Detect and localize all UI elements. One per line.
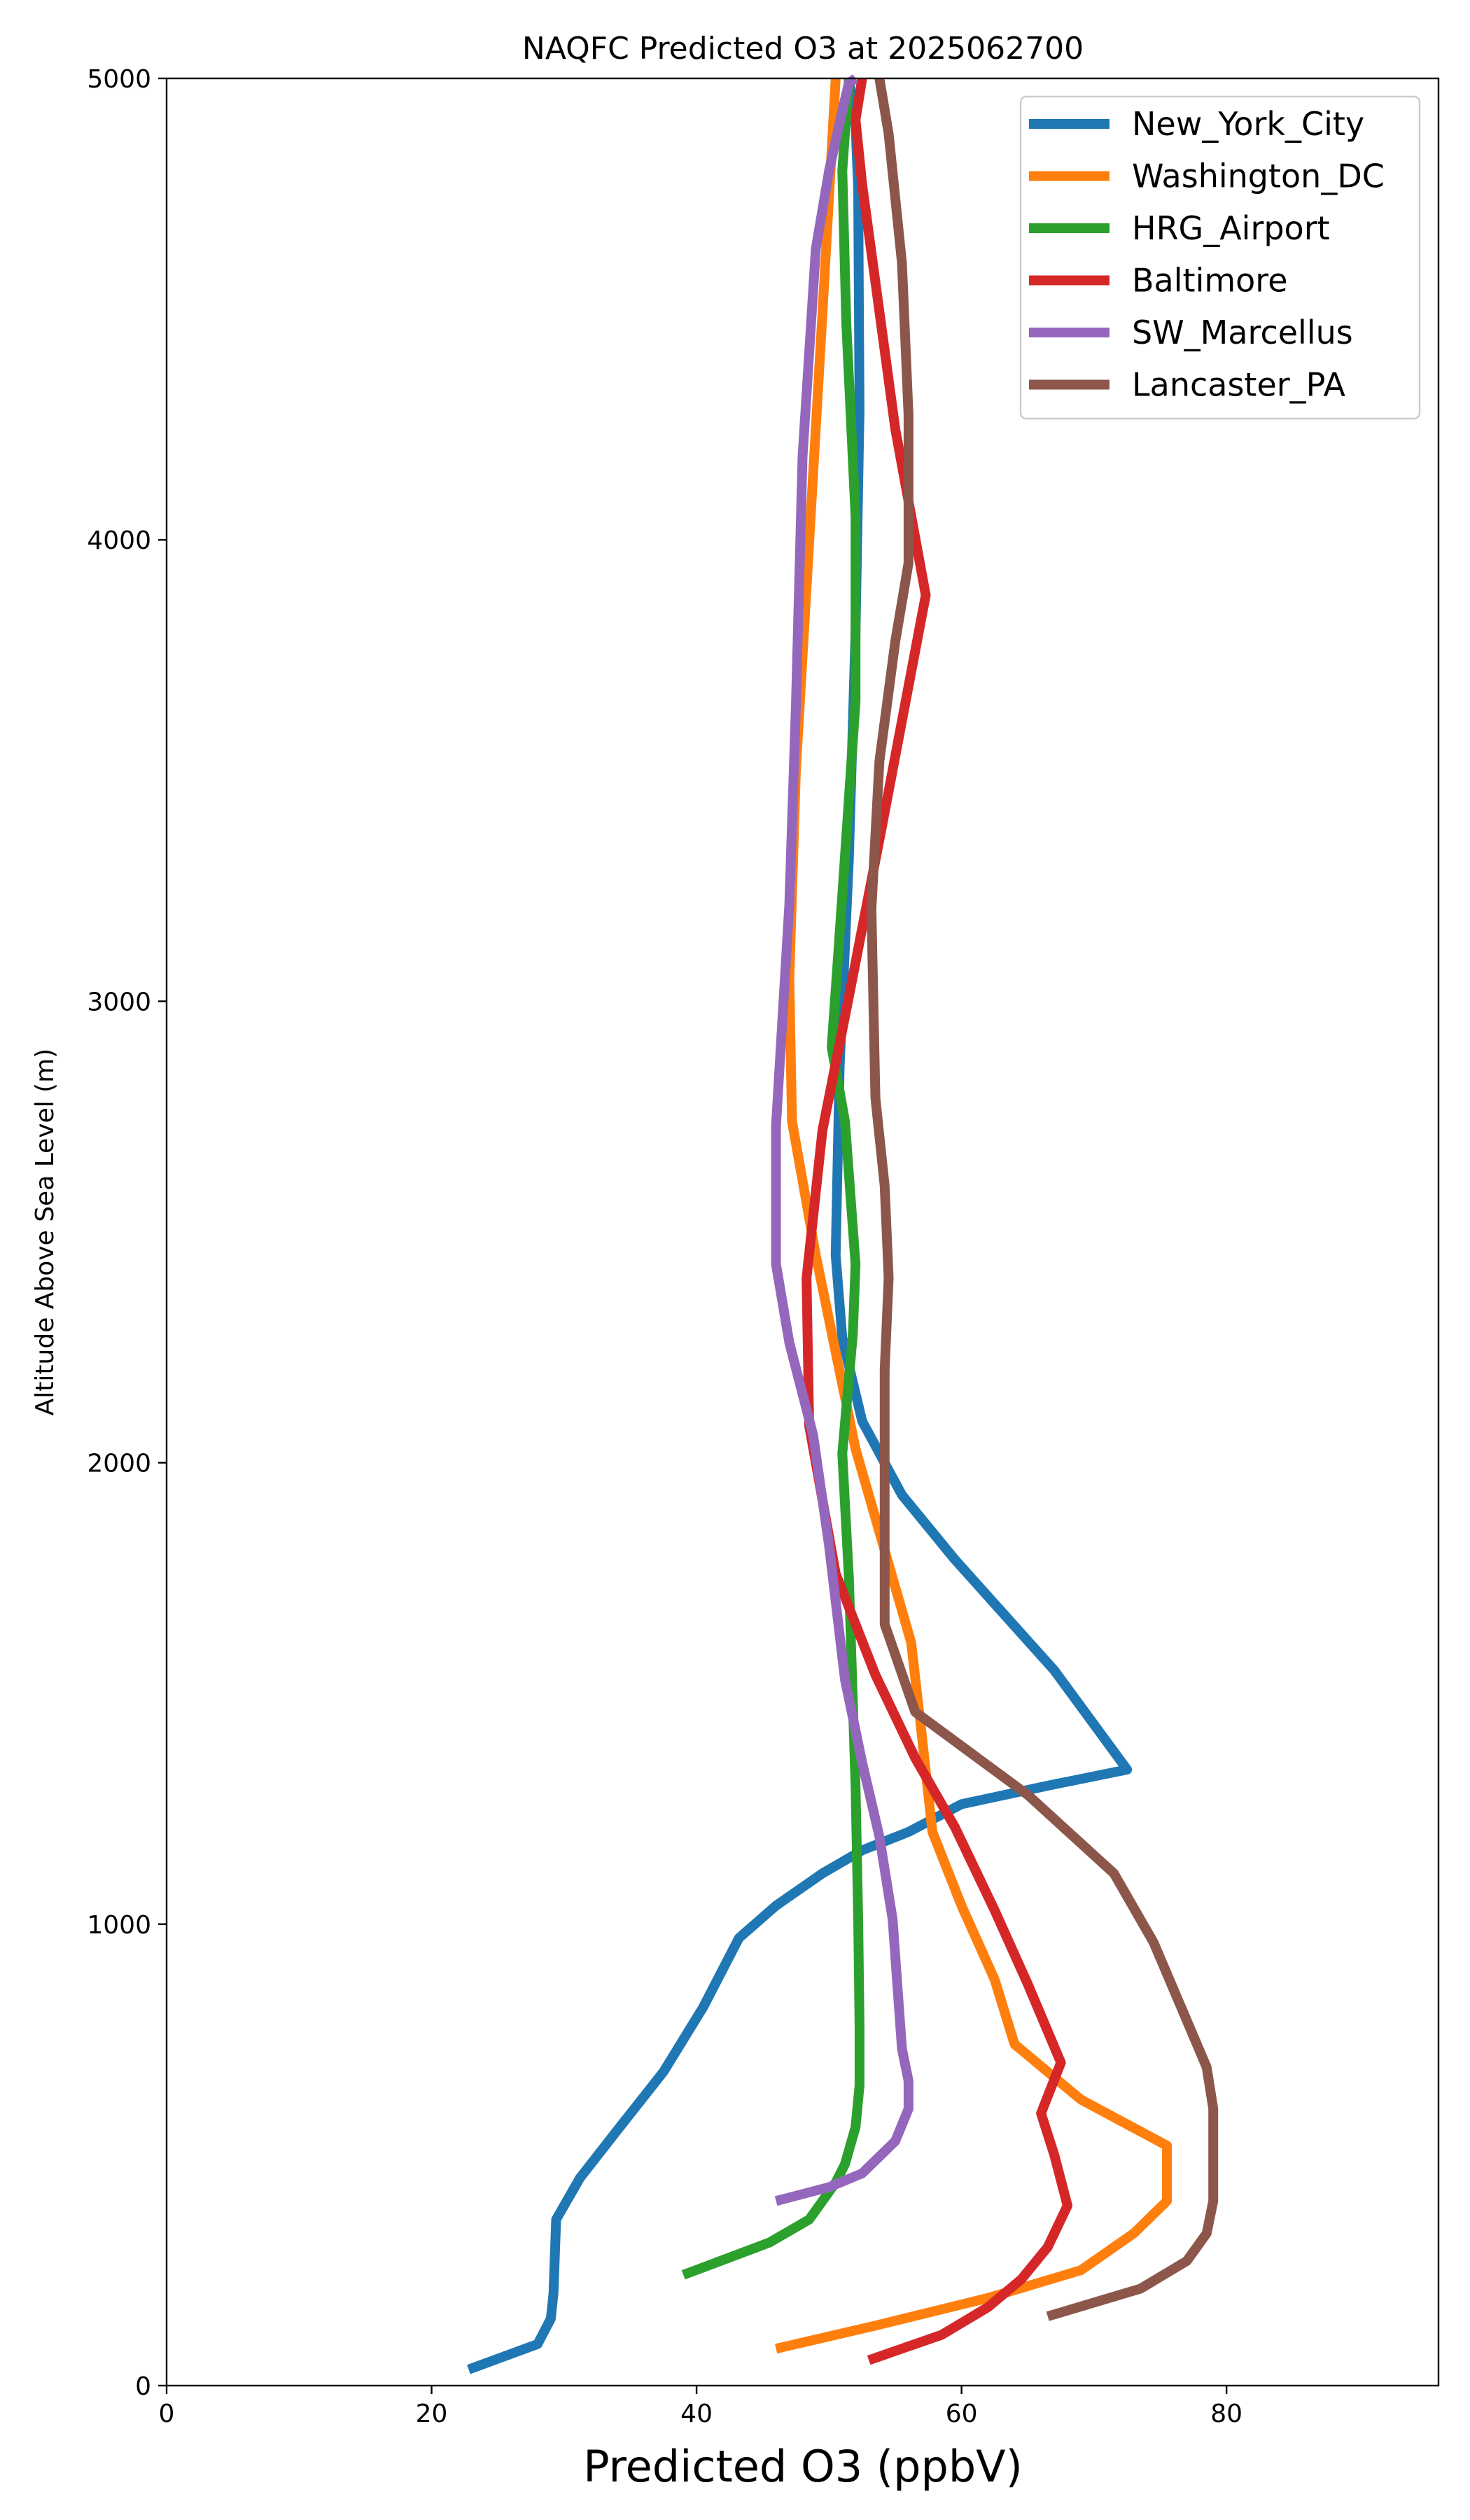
legend-label: Washington_DC bbox=[1132, 158, 1385, 195]
x-tick-label: 20 bbox=[416, 2400, 448, 2428]
series-line-baltimore bbox=[802, 77, 1072, 2365]
series-line-sw-marcellus bbox=[771, 74, 913, 2206]
x-axis-label: Predicted O3 (ppbV) bbox=[583, 2441, 1023, 2492]
legend-box bbox=[1019, 95, 1421, 420]
x-axis-ticks: 0 20 40 60 80 bbox=[159, 2386, 1242, 2428]
y-axis-ticks: 0 1000 2000 3000 4000 5000 bbox=[87, 65, 167, 2401]
y-axis-label: Altitude Above Sea Level (m) bbox=[31, 1049, 59, 1416]
legend-label: HRG_Airport bbox=[1132, 209, 1330, 247]
y-tick-label: 2000 bbox=[87, 1450, 151, 1478]
x-tick-label: 0 bbox=[159, 2400, 175, 2428]
series-layer bbox=[467, 74, 1219, 2374]
x-tick-label: 80 bbox=[1210, 2400, 1242, 2428]
y-tick-label: 0 bbox=[135, 2372, 151, 2401]
series-line-hrg-airport bbox=[681, 78, 864, 2280]
x-tick-label: 60 bbox=[946, 2400, 978, 2428]
plot-frame bbox=[165, 77, 1440, 2387]
legend-label: SW_Marcellus bbox=[1132, 314, 1353, 351]
series-line-washington-dc bbox=[775, 78, 1172, 2354]
x-tick-label: 40 bbox=[680, 2400, 713, 2428]
legend-label: New_York_City bbox=[1132, 105, 1364, 143]
y-tick-label: 3000 bbox=[87, 988, 151, 1016]
y-tick-label: 4000 bbox=[87, 526, 151, 555]
legend-label: Baltimore bbox=[1132, 262, 1288, 300]
legend: New_York_City Washington_DC HRG_Airport Bal… bbox=[1019, 95, 1421, 420]
y-tick-label: 1000 bbox=[87, 1911, 151, 1940]
legend-label: Lancaster_PA bbox=[1132, 366, 1345, 404]
y-tick-label: 5000 bbox=[87, 65, 151, 94]
chart-title: NAQFC Predicted O3 at 2025062700 bbox=[522, 31, 1084, 66]
series-line-lancaster-pa bbox=[866, 77, 1219, 2321]
